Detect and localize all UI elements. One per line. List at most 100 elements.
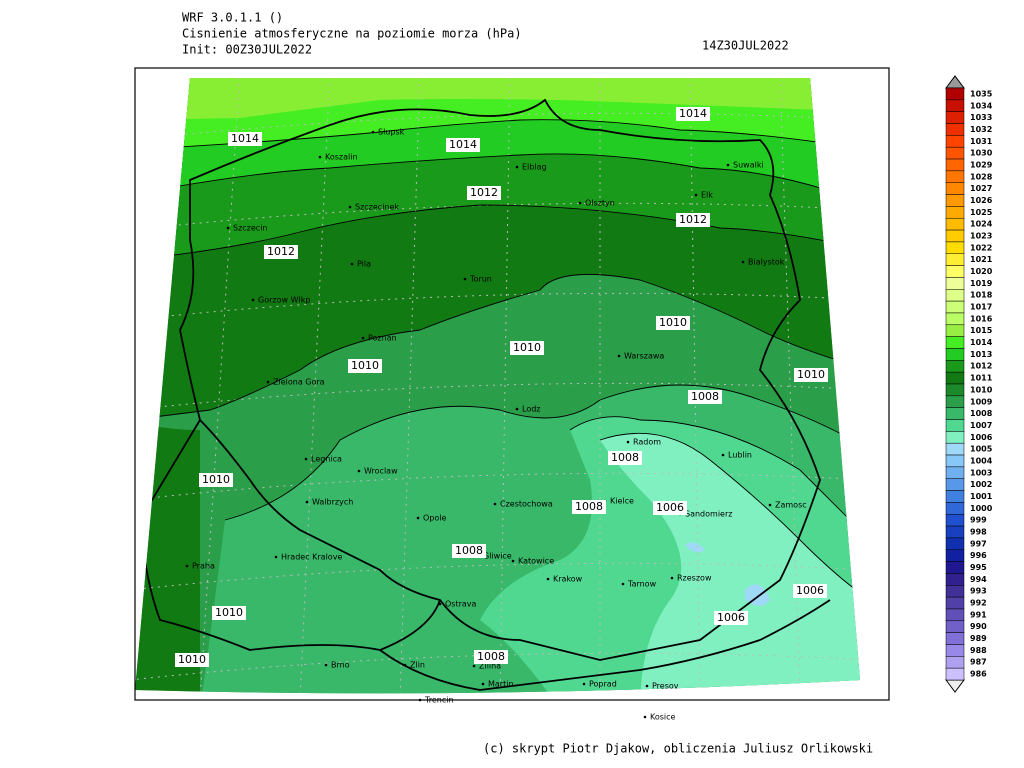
valid-label: 14Z30JUL2022 (702, 39, 789, 53)
isobar (135, 273, 860, 421)
colorbar-label: 988 (970, 646, 987, 655)
colorbar-label: 1028 (970, 172, 993, 181)
city-dot (348, 205, 352, 209)
isobar-label-bg (212, 606, 246, 620)
city-label: Warszawa (624, 352, 664, 361)
colorbar-label: 1001 (970, 492, 993, 501)
city-label: Hradec Kralove (281, 553, 342, 562)
colorbar-cell (945, 229, 965, 243)
isobar-label: 1006 (717, 611, 745, 624)
credit: (c) skrypt Piotr Djakow, obliczenia Juli… (483, 742, 873, 756)
city-dot (768, 503, 772, 507)
city-dot (361, 336, 365, 340)
city-dot (670, 576, 674, 580)
colorbar-cell (945, 573, 965, 586)
isobar-label-bg (264, 245, 298, 259)
parallel (135, 292, 860, 321)
colorbar-cell (945, 454, 965, 468)
colorbar-cell (945, 549, 965, 562)
isobar-label: 1008 (691, 390, 719, 403)
colorbar: 1035 1034 1033 1032 1031 1030 1029 1028 1027 1026… (945, 75, 993, 693)
isobar-label-bg (653, 501, 687, 515)
city-dot (185, 564, 189, 568)
colorbar-label: 1019 (970, 279, 993, 288)
parallel (135, 202, 860, 231)
isobar (135, 119, 860, 151)
colorbar-cell (945, 182, 965, 195)
city-label: Elk (701, 191, 713, 200)
colorbar-label: 998 (970, 528, 987, 537)
city-dot (741, 260, 745, 264)
city-dot (694, 193, 698, 197)
meridian (199, 78, 241, 694)
colorbar-label: 995 (970, 563, 987, 572)
isobar-label-bg (452, 544, 486, 558)
city-label: Kosice (650, 713, 676, 722)
isobar-label: 1008 (575, 500, 603, 513)
colorbar-label: 1031 (970, 137, 993, 146)
city-label: Gliwice (483, 552, 512, 561)
city-label: Lodz (522, 405, 541, 414)
isobar-label: 1010 (202, 473, 230, 486)
city-dot (645, 684, 649, 688)
city-dot (626, 440, 630, 444)
city-label: Walbrzych (312, 498, 353, 507)
colorbar-label: 1003 (970, 468, 992, 477)
isobar-label: 1010 (178, 653, 206, 666)
colorbar-label: 1006 (970, 433, 993, 442)
isobar-label: 1010 (513, 341, 541, 354)
isobar-label: 1010 (797, 368, 825, 381)
colorbar-cell (945, 632, 965, 645)
colorbar-label: 1029 (970, 160, 993, 169)
city-label: Zilina (479, 662, 501, 671)
colorbar-label: 1010 (970, 385, 993, 394)
colorbar-cell (945, 253, 965, 266)
colorbar-cell (945, 146, 965, 160)
colorbar-cell (945, 170, 965, 183)
isobar-label-bg (688, 390, 722, 404)
colorbar-label: 1008 (970, 409, 993, 418)
colorbar-label: 1024 (970, 220, 993, 229)
country-border (179, 98, 821, 661)
colorbar-label: 1002 (970, 480, 992, 489)
model-label: WRF 3.0.1.1 () (182, 11, 283, 25)
colorbar-cell (945, 371, 965, 385)
city-dot (721, 453, 725, 457)
colorbar-cell (945, 111, 965, 124)
colorbar-label: 1035 (970, 89, 993, 98)
city-dot (643, 715, 647, 719)
city-label: Zamosc (775, 501, 807, 510)
isobar-label: 1012 (470, 186, 498, 199)
isobar-label: 1012 (679, 213, 707, 226)
colorbar-label: 993 (970, 587, 987, 596)
isobar-label-bg (175, 653, 209, 667)
colorbar-label: 1022 (970, 243, 992, 252)
isobar (135, 153, 860, 206)
colorbar-cell (945, 265, 965, 278)
city-dot (226, 226, 230, 230)
isobar-label-bg (474, 650, 508, 664)
city-dot (357, 469, 361, 473)
colorbar-cell (945, 561, 965, 574)
city-label: Krakow (553, 575, 583, 584)
city-dot (617, 354, 621, 358)
colorbar-label: 1015 (970, 326, 993, 335)
parallel (135, 562, 860, 591)
colorbar-label: 1018 (970, 291, 993, 300)
colorbar-cell (945, 585, 965, 598)
isobar-label-bg (510, 341, 544, 355)
city-label: Legnica (311, 455, 342, 464)
city-label: Wroclaw (364, 467, 398, 476)
isobar-label: 1006 (796, 584, 824, 597)
colorbar-label: 997 (970, 539, 987, 548)
colorbar-cell (945, 525, 965, 539)
city-dot (726, 163, 730, 167)
isobar-label: 1008 (477, 650, 505, 663)
isobar-label: 1008 (611, 451, 639, 464)
isobar (569, 416, 860, 541)
colorbar-label: 1026 (970, 196, 993, 205)
city-dot (403, 663, 407, 667)
city-label: Lublin (728, 451, 752, 460)
city-label: Rzeszow (677, 574, 712, 583)
map-frame (134, 67, 890, 701)
